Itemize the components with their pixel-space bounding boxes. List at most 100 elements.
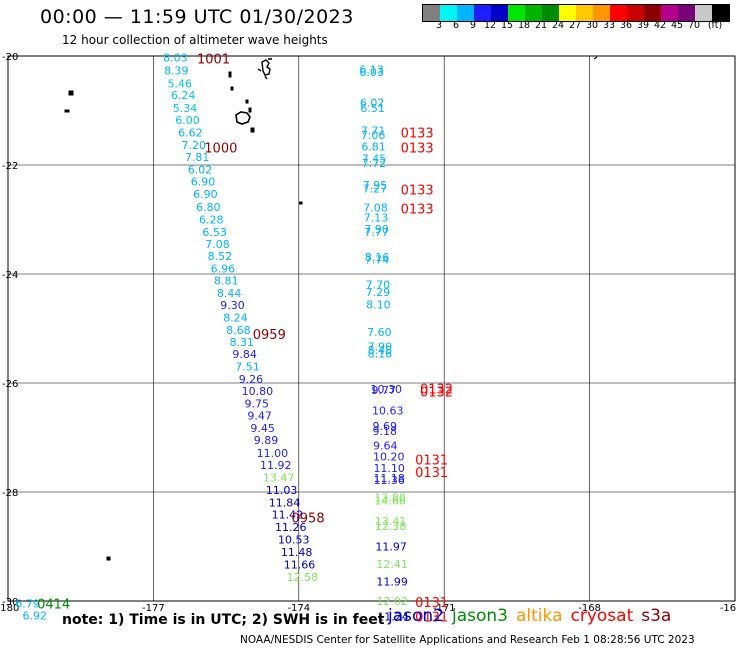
wave-height-value: 8.39 [164,65,189,78]
legend-item-altika: altika [516,606,563,626]
colorbar-swatch [712,5,729,21]
colorbar-swatch [542,5,559,21]
wave-height-value: 12.58 [287,571,319,584]
wave-height-value: 11.36 [373,474,405,487]
wave-height-value: 6.81 [361,140,386,153]
colorbar-swatch [440,5,457,21]
pass-time-labels: 1001100009590958013301330133013301320132… [37,53,453,626]
wave-height-value: 6.92 [23,610,48,623]
wave-height-value: 7.08 [205,238,230,251]
wave-height-value: 8.52 [208,250,233,263]
wave-height-value: 6.62 [178,126,203,139]
footer-note: note: 1) Time is in UTC; 2) SWH is in fe… [62,612,385,628]
land-outlines [64,56,598,561]
pass-time-label: 0414 [37,598,70,613]
wave-height-value: 10.53 [278,533,310,546]
wave-height-value: 7.29 [366,286,391,299]
wave-height-value: 9.47 [247,410,272,423]
wave-height-value: 11.18 [373,472,405,485]
colorbar-label: 70 [687,20,701,31]
wave-height-value: 13.47 [263,471,295,484]
satellite-legend: jason2 jason3 altika cryosat s3a [388,606,679,626]
pass-time-label: 0133 [401,203,434,218]
wave-height-value: 7.51 [235,361,259,374]
legend-item-jason3: jason3 [452,606,508,626]
wave-height-value: 9.77 [372,384,397,397]
wave-height-value: 9.26 [239,373,264,386]
wave-height-value: 6.28 [199,214,224,227]
colorbar-swatch [695,5,712,21]
wave-height-value: 10.63 [372,404,404,417]
wave-height-value: 14.66 [374,495,406,508]
wave-height-value: 6.80 [196,201,221,214]
colorbar-label: 18 [517,20,531,31]
wave-height-value: 8.16 [365,251,390,264]
wave-height-value: 9.69 [372,420,397,433]
wave-height-value: 6.24 [171,89,196,102]
wave-height-value: 7.27 [363,182,388,195]
wave-height-value: 8.24 [223,312,248,325]
colorbar-swatch [474,5,491,21]
colorbar-label: 6 [452,20,460,31]
wave-height-value: 11.26 [275,521,307,534]
wave-height-value: 6.00 [175,114,200,127]
pass-time-label: 0131 [415,610,448,625]
wave-height-value: 6.02 [188,163,213,176]
wave-height-value: 7.81 [185,151,210,164]
colorbar-swatch [457,5,474,21]
page-subtitle: 12 hour collection of altimeter wave hei… [62,33,328,47]
lon-tick-label: -171 [433,603,456,614]
wave-height-value: 11.92 [260,459,292,472]
pass-time-label: 0132 [420,386,453,401]
lat-tick-label: -28 [2,488,18,499]
colorbar-swatch [525,5,542,21]
colorbar-swatch [423,5,440,21]
wave-height-observations: 8.038.395.466.245.346.006.627.207.816.02… [15,52,409,624]
colorbar-swatch [627,5,644,21]
wave-height-value: 7.08 [363,202,388,215]
wave-height-value: 9.64 [373,440,398,453]
island-marks [64,56,598,561]
wave-height-value: 9.89 [254,434,279,447]
pass-time-label: 0958 [292,512,325,527]
footer-credit: NOAA/NESDIS Center for Satellite Applica… [240,634,695,646]
wave-height-value: 8.31 [229,336,254,349]
wave-height-value: 11.66 [284,558,316,571]
lon-tick-label: -174 [287,603,310,614]
lon-tick-label: -180 [0,603,19,614]
colorbar-swatch [508,5,525,21]
wave-height-value: 11.99 [376,575,408,588]
wave-height-value: 8.81 [214,275,239,288]
wave-height-value: 7.20 [182,139,207,152]
lat-tick-label: -22 [2,161,18,172]
wave-height-value: 11.97 [375,541,407,554]
pass-time-label: 0133 [401,126,434,141]
colorbar-label: 9 [469,20,477,31]
wave-height-value: 9.18 [372,425,397,438]
pass-time-label: 0133 [401,184,434,199]
wave-height-value: 10.80 [242,385,273,398]
lat-tick-label: -26 [2,379,18,390]
wave-height-value: 7.95 [363,179,388,192]
lon-tick-label: -177 [142,603,165,614]
colorbar-swatch [593,5,610,21]
wave-height-value: 12.02 [376,595,408,608]
colorbar-swatch [661,5,678,21]
wave-height-value: 11.10 [373,462,405,475]
wave-height-value: 8.03 [163,52,188,65]
wave-height-value: 13.80 [374,491,406,504]
wave-height-value: 8.44 [217,287,242,300]
legend-item-jason2: jason2 [388,606,444,626]
wave-height-value: 7.06 [361,129,386,142]
wave-height-value: 7.71 [361,125,386,138]
wave-height-value: 8.48 [368,344,393,357]
colorbar-label: (ft) [707,20,723,31]
wave-height-value: 7.72 [362,157,387,170]
wave-height-value: 7.90 [364,223,389,236]
wave-height-value: 9.75 [245,398,270,411]
plot-area-border [7,55,736,602]
colorbar-label: 39 [636,20,650,31]
wave-height-value: 11.03 [266,484,298,497]
map-frame [7,55,736,602]
